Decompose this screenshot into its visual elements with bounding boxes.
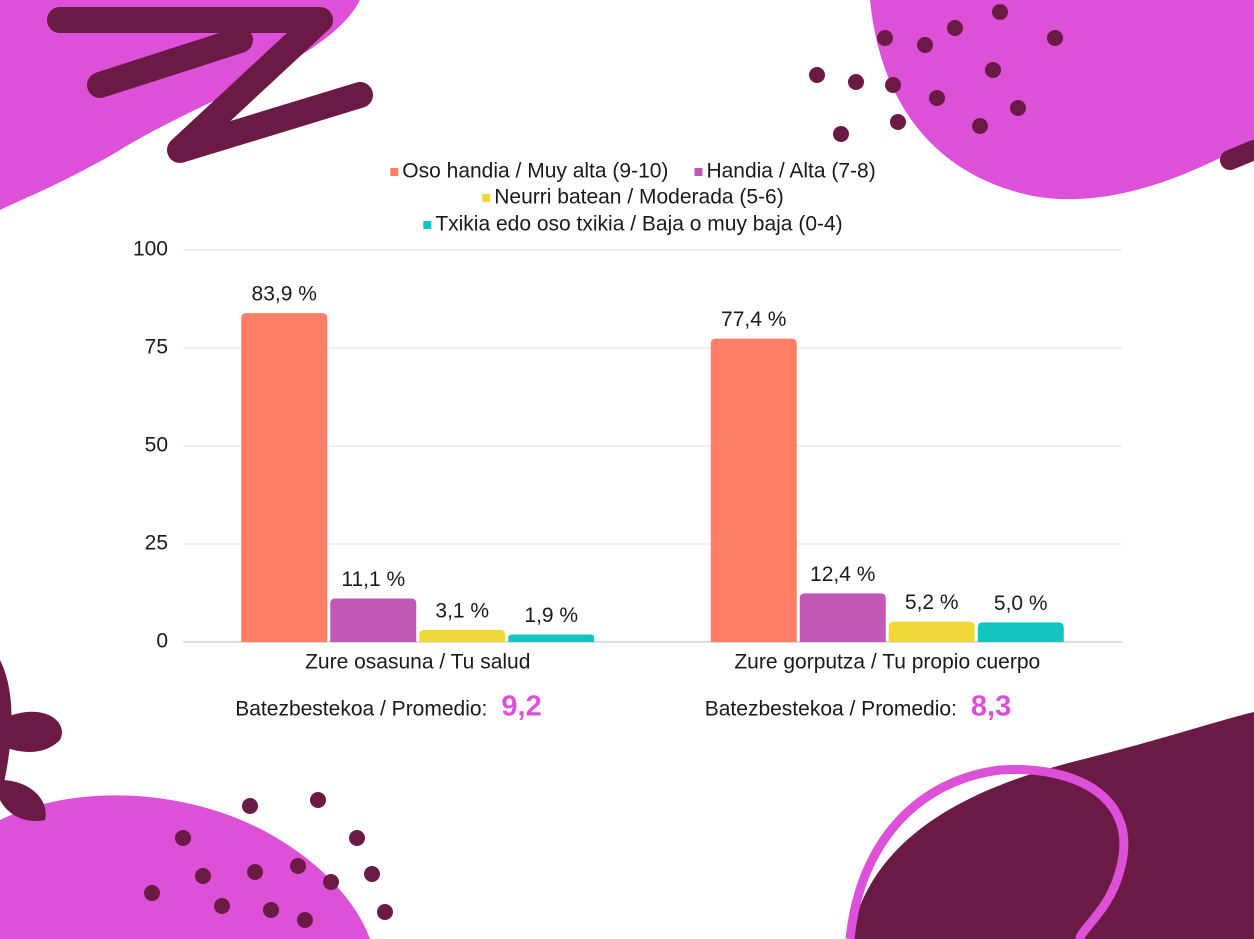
- legend-label: Oso handia / Muy alta (9-10): [402, 160, 668, 183]
- legend-item: Neurri batean / Moderada (5-6): [482, 186, 783, 209]
- x-tick-label: Zure osasuna / Tu salud: [305, 651, 530, 674]
- value-label: 5,0 %: [994, 592, 1048, 615]
- legend-item: Handia / Alta (7-8): [694, 160, 875, 183]
- average-value: 9,2: [501, 691, 541, 723]
- value-label: 11,1 %: [341, 568, 405, 591]
- bar: [800, 593, 886, 642]
- legend: Oso handia / Muy alta (9-10) Handia / Alt…: [390, 160, 875, 236]
- value-label: 77,4 %: [721, 308, 786, 331]
- bar: [508, 635, 594, 642]
- y-tick-label: 75: [145, 336, 168, 359]
- decoration: [0, 0, 1254, 939]
- value-label: 1,9 %: [524, 604, 578, 627]
- average-value: 8,3: [971, 691, 1011, 723]
- legend-swatch: [390, 168, 398, 176]
- bar: [889, 622, 975, 642]
- bar: [330, 598, 416, 642]
- legend-label: Txikia edo oso txikia / Baja o muy baja …: [435, 213, 842, 236]
- value-label: 83,9 %: [252, 283, 317, 306]
- bar: [978, 622, 1064, 642]
- average-label: Batezbestekoa / Promedio:: [705, 698, 957, 721]
- bar: [241, 313, 327, 642]
- average-label: Batezbestekoa / Promedio:: [235, 698, 487, 721]
- legend-swatch: [482, 194, 490, 202]
- legend-item: Oso handia / Muy alta (9-10): [390, 160, 668, 183]
- x-tick-label: Zure gorputza / Tu propio cuerpo: [734, 651, 1040, 674]
- value-label: 5,2 %: [905, 591, 959, 614]
- y-tick-label: 25: [145, 532, 168, 555]
- bar: [419, 630, 505, 642]
- legend-swatch: [694, 168, 702, 176]
- value-label: 3,1 %: [435, 599, 489, 622]
- bar: [711, 339, 797, 642]
- legend-label: Handia / Alta (7-8): [706, 160, 875, 183]
- chart: Oso handia / Muy alta (9-10) Handia / Alt…: [0, 0, 1254, 939]
- legend-swatch: [423, 221, 431, 229]
- y-tick-label: 100: [133, 238, 168, 261]
- legend-label: Neurri batean / Moderada (5-6): [494, 186, 783, 209]
- y-tick-label: 50: [145, 434, 168, 457]
- y-tick-label: 0: [156, 630, 168, 653]
- legend-item: Txikia edo oso txikia / Baja o muy baja …: [423, 213, 842, 236]
- value-label: 12,4 %: [810, 563, 875, 586]
